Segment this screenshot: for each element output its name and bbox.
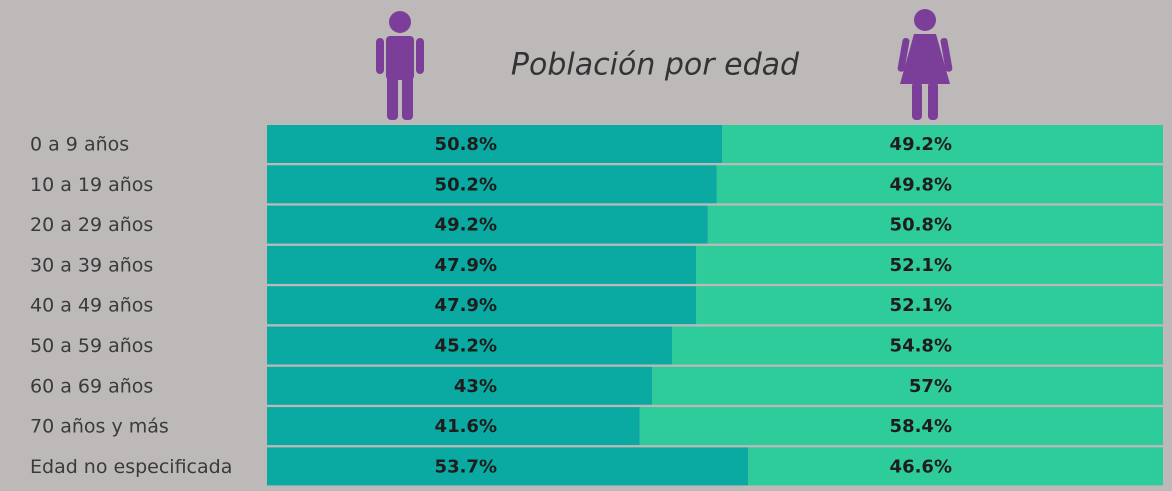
category-label: 60 a 69 años	[30, 375, 153, 397]
value-label: 57%	[909, 376, 952, 397]
bar-segment	[748, 447, 1163, 486]
bars	[267, 125, 1163, 486]
category-label: 70 años y más	[30, 416, 169, 438]
bar-segment	[267, 286, 697, 325]
value-label: 45.2%	[435, 336, 497, 357]
category-label: 30 a 39 años	[30, 254, 153, 276]
value-label: 49.2%	[435, 215, 497, 236]
value-label: 47.9%	[435, 295, 497, 316]
bar-segment	[267, 165, 717, 204]
value-label: 50.8%	[890, 215, 952, 236]
man-icon	[376, 11, 424, 120]
value-label: 49.2%	[890, 134, 952, 155]
value-label: 52.1%	[890, 295, 952, 316]
bar-segment	[267, 245, 697, 284]
category-label: 50 a 59 años	[30, 335, 153, 357]
bar-segment	[671, 326, 1163, 365]
bar-segment	[716, 165, 1163, 204]
value-label: 47.9%	[435, 255, 497, 276]
bar-segment	[267, 366, 653, 405]
bar-segment	[639, 407, 1163, 446]
category-label: 0 a 9 años	[30, 134, 129, 156]
value-label: 53.7%	[435, 456, 497, 477]
value-label: 43%	[454, 376, 497, 397]
value-label: 50.2%	[435, 174, 497, 195]
value-label: 41.6%	[435, 416, 497, 437]
woman-icon	[897, 9, 953, 120]
chart-title: Población por edad	[511, 48, 800, 83]
bar-segment	[707, 205, 1163, 244]
value-label: 54.8%	[890, 336, 952, 357]
bar-segment	[267, 205, 708, 244]
value-label: 46.6%	[890, 456, 952, 477]
bar-segment	[267, 326, 672, 365]
bar-segment	[696, 245, 1163, 284]
value-label: 50.8%	[435, 134, 497, 155]
category-label: 40 a 49 años	[30, 295, 153, 317]
bar-segment	[267, 447, 749, 486]
value-label: 52.1%	[890, 255, 952, 276]
value-label: 58.4%	[890, 416, 952, 437]
bar-segment	[267, 407, 640, 446]
bar-segment	[652, 366, 1163, 405]
bar-segment	[696, 286, 1163, 325]
category-label: Edad no especificada	[30, 456, 232, 478]
category-label: 10 a 19 años	[30, 174, 153, 196]
bar-segment	[267, 125, 723, 163]
bar-segment	[722, 125, 1163, 163]
category-label: 20 a 29 años	[30, 214, 153, 236]
value-label: 49.8%	[890, 174, 952, 195]
